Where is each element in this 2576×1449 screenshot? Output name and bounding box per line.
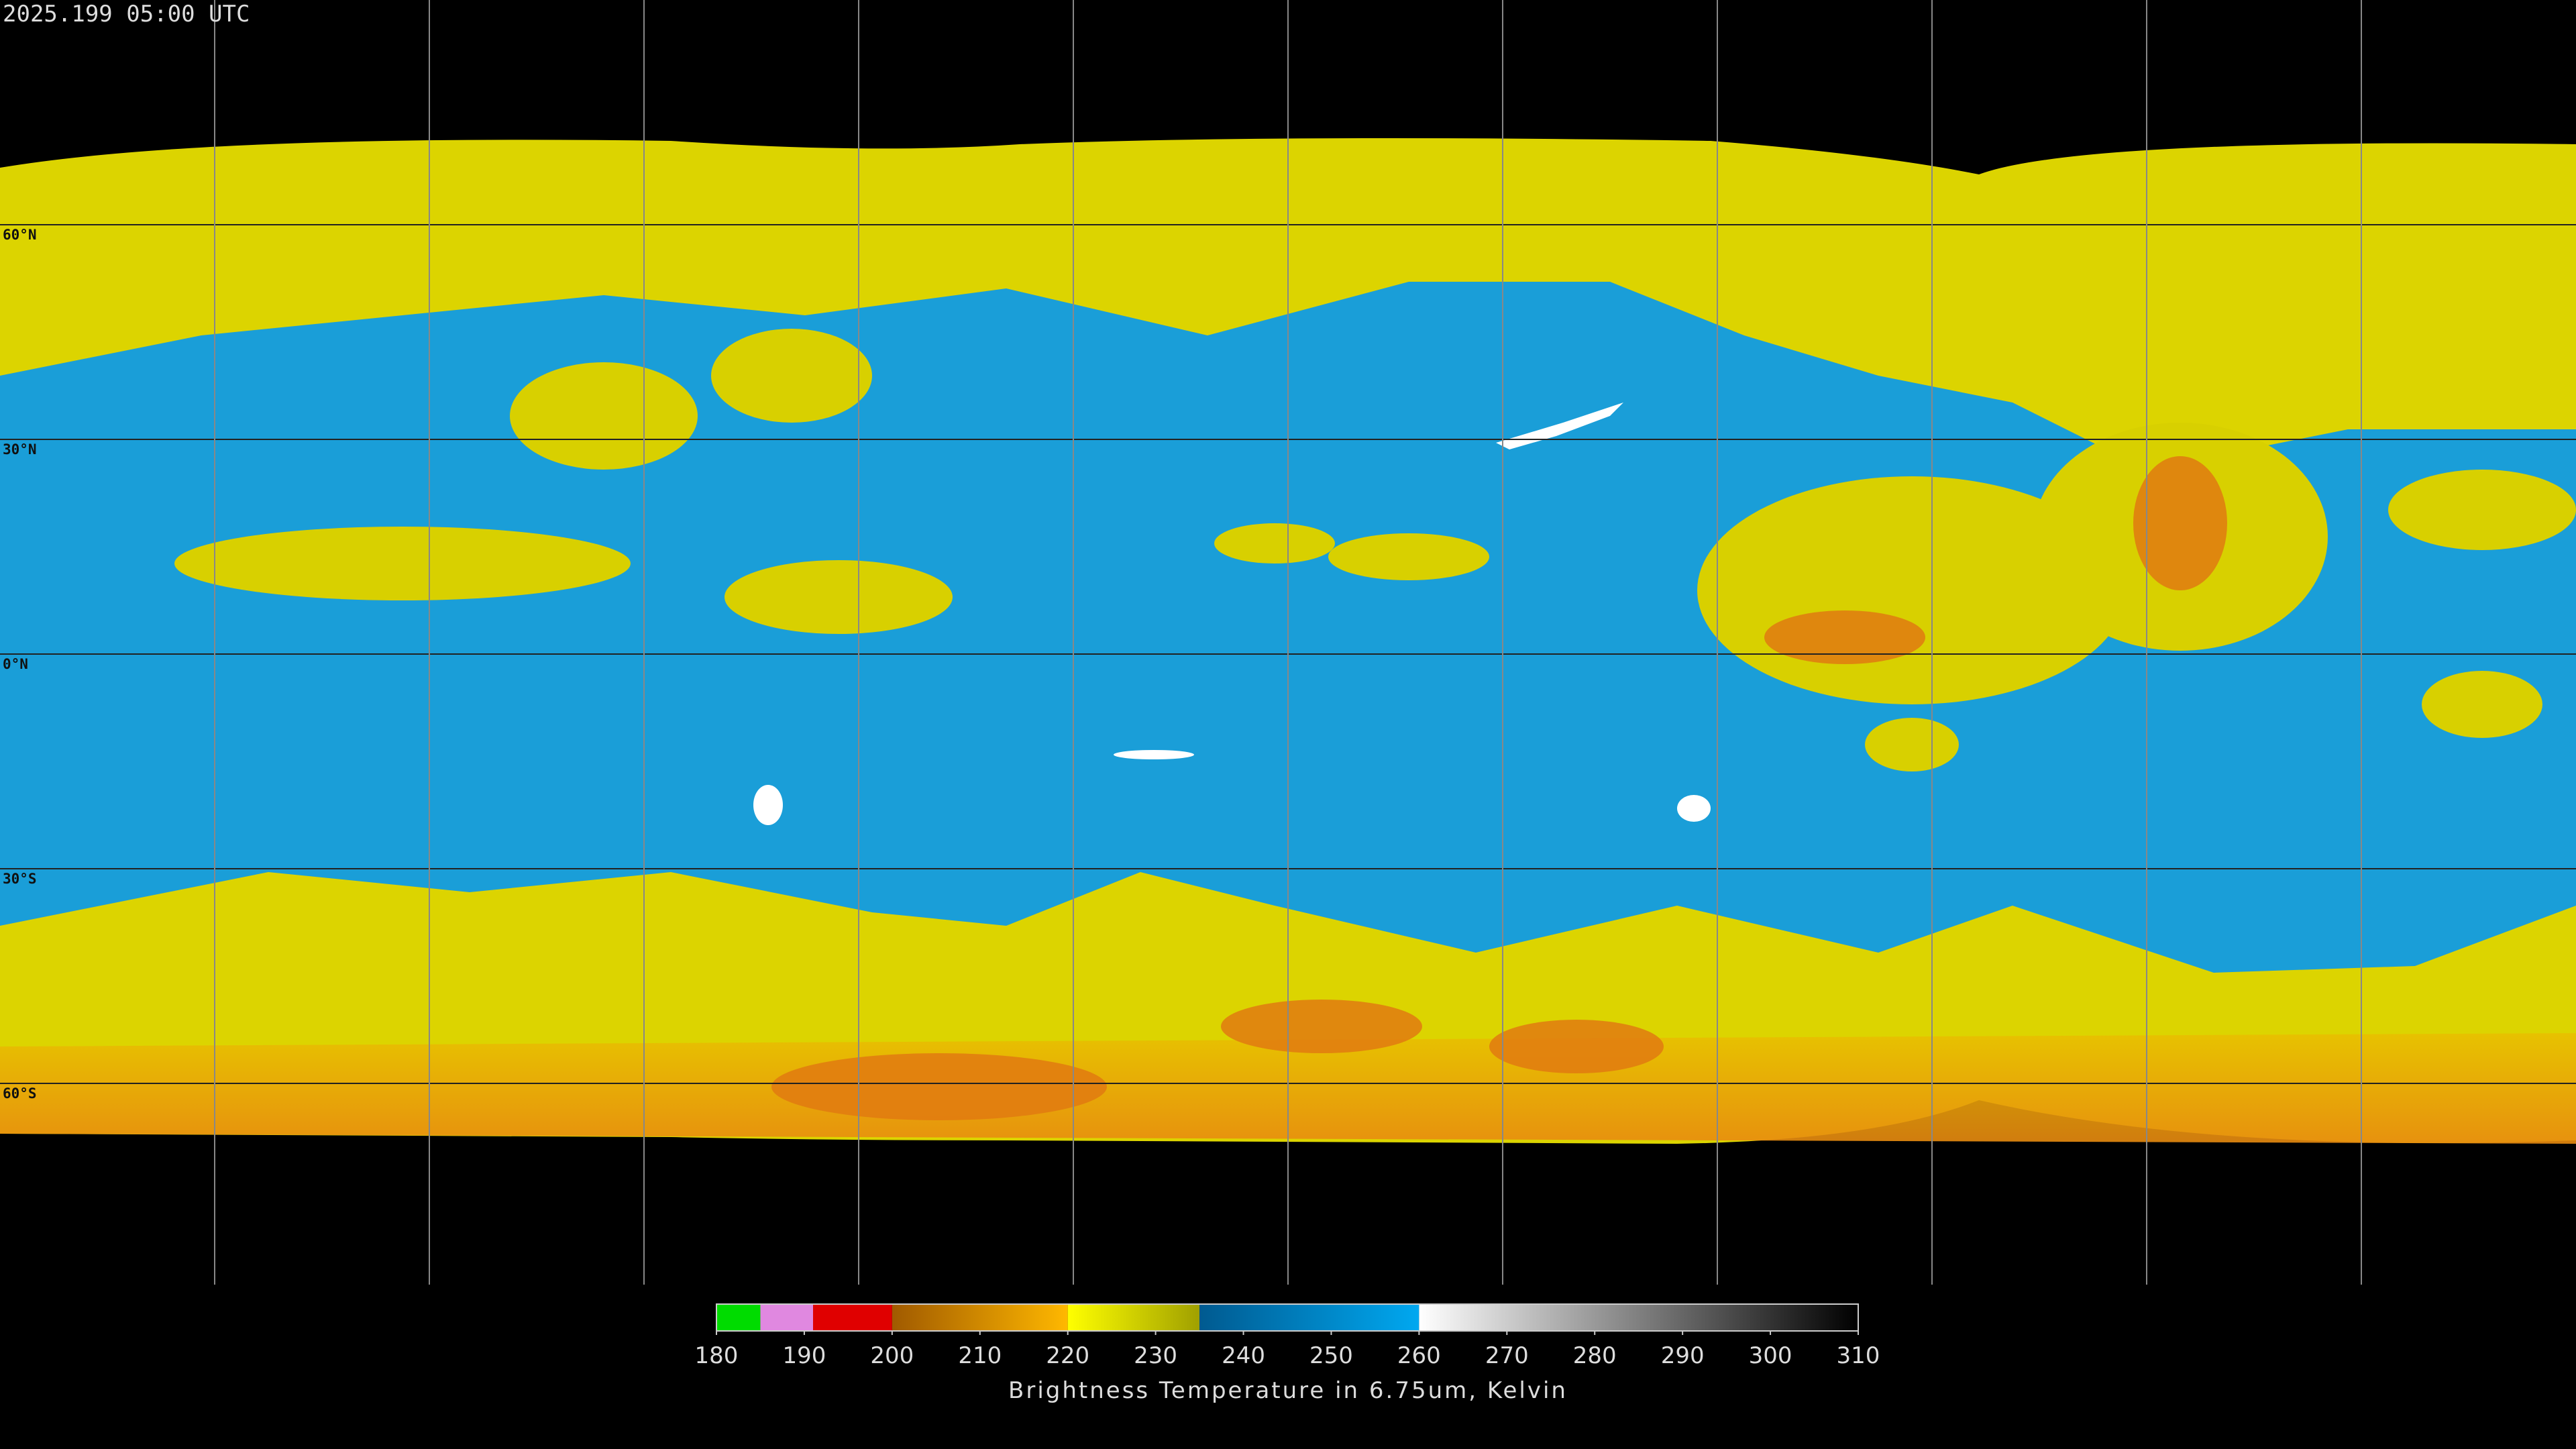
colorbar-frame [716, 1303, 1859, 1332]
colorbar-tick-label: 270 [1485, 1342, 1529, 1369]
colorbar-tick-label: 230 [1134, 1342, 1177, 1369]
colorbar-segment [892, 1304, 1068, 1331]
latitude-label: 30°N [3, 441, 37, 458]
latitude-label: 0°N [3, 656, 28, 672]
colorbar-tick-label: 200 [870, 1342, 914, 1369]
colorbar-segment [1419, 1304, 1858, 1331]
colorbar-label: Brightness Temperature in 6.75um, Kelvin [1008, 1377, 1568, 1404]
latitude-label: 60°S [3, 1085, 37, 1102]
colorbar-tick-label: 300 [1749, 1342, 1792, 1369]
timestamp: 2025.199 05:00 UTC [3, 1, 250, 28]
colorbar-tick-label: 220 [1046, 1342, 1089, 1369]
colorbar-tick-label: 190 [782, 1342, 826, 1369]
colorbar-tick-label: 280 [1573, 1342, 1617, 1369]
colorbar-tick-label: 250 [1309, 1342, 1353, 1369]
colorbar-tick-label: 290 [1661, 1342, 1705, 1369]
colorbar-segment [716, 1304, 761, 1331]
colorbar-segment [1199, 1304, 1419, 1331]
colorbar-tick-label: 260 [1397, 1342, 1441, 1369]
cold-cloud-tops [771, 456, 2227, 1120]
colorbar-segment [813, 1304, 892, 1331]
colorbar-tick-label: 310 [1837, 1342, 1880, 1369]
colorbar-tick-label: 180 [695, 1342, 739, 1369]
colorbar-segment [1067, 1304, 1200, 1331]
colorbar: 180 190 200 210 220 230 240 250 260 270 280 290 300 3… [695, 1303, 1880, 1369]
colorbar-tick-label: 240 [1222, 1342, 1265, 1369]
very-dry-spots [753, 402, 1711, 825]
colorbar-tick-label: 210 [958, 1342, 1002, 1369]
graticule: 60°N 30°N 0°N 30°S 60°S [0, 0, 2576, 1285]
latitude-label: 60°N [3, 227, 37, 243]
latitude-label: 30°S [3, 871, 37, 887]
colorbar-segment [760, 1304, 814, 1331]
